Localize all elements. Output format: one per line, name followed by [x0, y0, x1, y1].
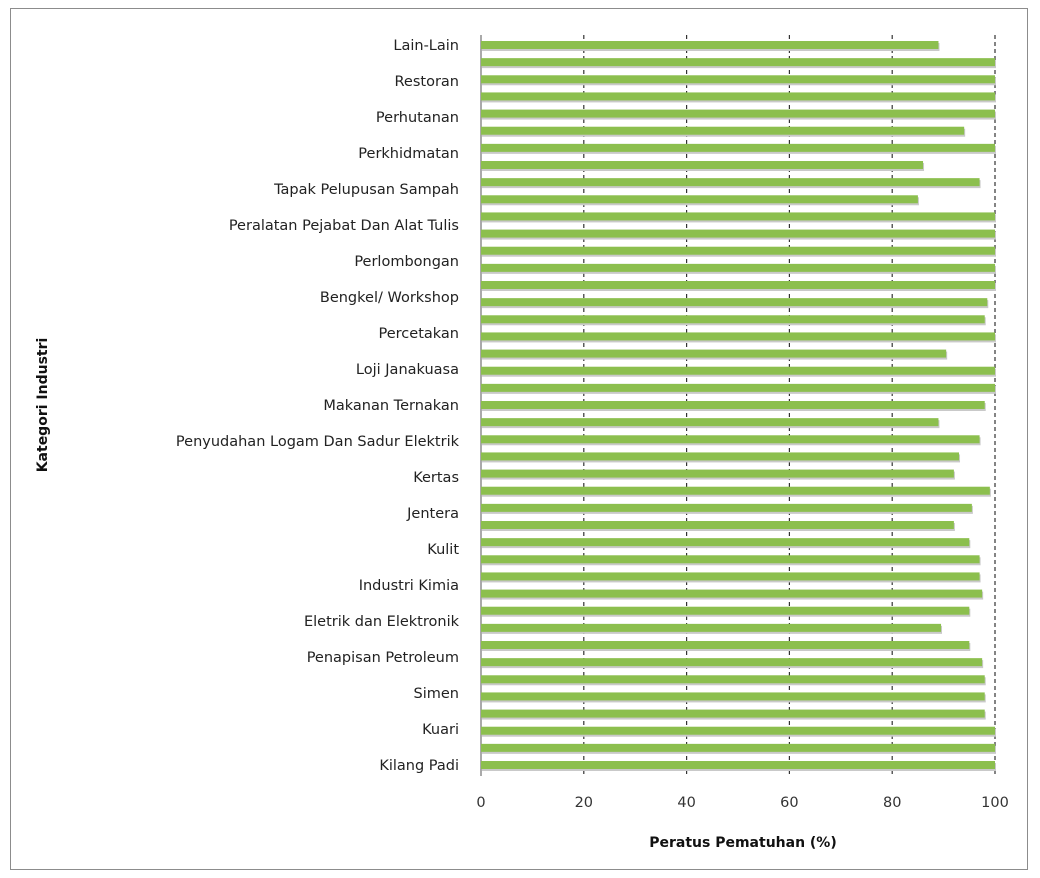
- category-label: Industri Kimia: [359, 578, 459, 594]
- x-tick-label: 0: [476, 795, 485, 811]
- bar: [481, 383, 995, 392]
- bar-chart: Kilang Padi Kuari Simen Penapisan Petroleum…: [35, 35, 1009, 851]
- category-label: Kertas: [413, 470, 459, 486]
- bar: [481, 92, 995, 101]
- category-label: Perhutanan: [376, 110, 459, 126]
- y-axis-title: Kategori Industri: [35, 338, 51, 473]
- bar: [481, 743, 995, 752]
- bar: [481, 41, 939, 49]
- bar: [481, 281, 995, 289]
- category-label: Jentera: [406, 506, 459, 522]
- x-tick-label: 20: [575, 795, 593, 811]
- category-label: Bengkel/ Workshop: [320, 290, 459, 306]
- bar: [481, 315, 985, 324]
- category-label: Simen: [414, 686, 459, 702]
- bar: [481, 538, 970, 547]
- bar: [481, 349, 947, 358]
- bar: [481, 692, 985, 701]
- bar: [481, 418, 939, 427]
- bars: [481, 41, 996, 771]
- category-label: Penapisan Petroleum: [307, 650, 459, 666]
- bar: [481, 229, 995, 238]
- bar: [481, 675, 985, 684]
- x-tick-label: 80: [883, 795, 901, 811]
- bar: [481, 503, 972, 512]
- bar: [481, 58, 995, 67]
- bar: [481, 109, 995, 118]
- bar: [481, 143, 995, 152]
- bar: [481, 709, 985, 718]
- category-label: Lain-Lain: [393, 38, 459, 54]
- category-label: Penyudahan Logam Dan Sadur Elektrik: [176, 434, 460, 450]
- bar: [481, 366, 995, 375]
- bar: [481, 606, 970, 615]
- bar: [481, 435, 980, 444]
- x-tick-label: 60: [780, 795, 798, 811]
- bar: [481, 161, 924, 169]
- bar: [481, 469, 954, 478]
- bar: [481, 486, 990, 495]
- category-label: Kulit: [427, 542, 459, 558]
- category-label: Percetakan: [379, 326, 459, 342]
- bar: [481, 75, 995, 84]
- x-tick-labels: 0 20 40 60 80 100: [476, 795, 1008, 811]
- category-label: Loji Janakuasa: [356, 362, 459, 378]
- x-axis-title: Peratus Pematuhan (%): [649, 835, 837, 851]
- category-label: Perkhidmatan: [358, 146, 459, 162]
- category-label: Eletrik dan Elektronik: [304, 614, 460, 630]
- bar: [481, 641, 970, 649]
- bar: [481, 589, 983, 598]
- bar: [481, 178, 980, 187]
- bar: [481, 572, 980, 581]
- bar: [481, 263, 995, 272]
- category-label: Makanan Ternakan: [323, 398, 459, 414]
- category-label: Restoran: [395, 74, 460, 90]
- bar: [481, 452, 960, 461]
- x-tick-label: 100: [981, 795, 1009, 811]
- bar: [481, 401, 985, 409]
- category-label: Kuari: [422, 722, 459, 738]
- bar: [481, 623, 942, 632]
- category-label: Peralatan Pejabat Dan Alat Tulis: [229, 218, 459, 234]
- category-label: Kilang Padi: [379, 758, 459, 774]
- bar: [481, 521, 954, 529]
- bar: [481, 212, 995, 221]
- bar: [481, 195, 918, 204]
- bar: [481, 761, 995, 769]
- bar: [481, 555, 980, 564]
- bar: [481, 332, 995, 341]
- bar: [481, 246, 995, 255]
- category-label: Tapak Pelupusan Sampah: [273, 182, 459, 198]
- bar: [481, 298, 988, 307]
- bar: [481, 726, 995, 735]
- bar: [481, 126, 965, 135]
- x-tick-label: 40: [677, 795, 695, 811]
- category-label: Perlombongan: [354, 254, 459, 270]
- chart-frame: Kilang Padi Kuari Simen Penapisan Petroleum…: [10, 8, 1028, 870]
- bar: [481, 658, 983, 667]
- category-labels: Kilang Padi Kuari Simen Penapisan Petroleum…: [176, 38, 460, 774]
